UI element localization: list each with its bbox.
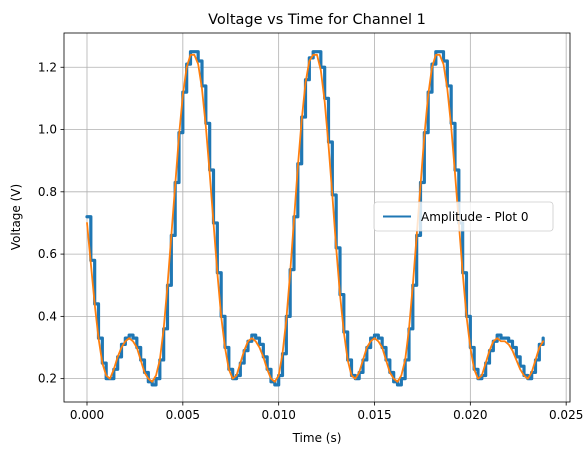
- axes-frame: [63, 32, 571, 403]
- y-tick-label: 1.0: [38, 123, 57, 137]
- x-tick-label: 0.010: [261, 408, 295, 422]
- x-tick-label: 0.025: [549, 408, 583, 422]
- x-tick-label: 0.000: [70, 408, 104, 422]
- x-axis-title: Time (s): [292, 431, 342, 445]
- y-axis-title: Voltage (V): [9, 184, 23, 250]
- chart-title: Voltage vs Time for Channel 1: [208, 12, 426, 28]
- grid-layer: [64, 33, 570, 402]
- tick-layer: 0.000 0.005 0.010 0.015 0.020 0.025 0.2 0.4 0.6 0…: [38, 60, 583, 422]
- series-line-1: [86, 53, 545, 383]
- x-tick-label: 0.015: [357, 408, 391, 422]
- legend-box: [373, 201, 554, 232]
- y-tick-label: 0.4: [38, 309, 57, 323]
- y-tick-label: 0.2: [38, 372, 57, 386]
- legend-label-amplitude: Amplitude - Plot 0: [421, 210, 529, 224]
- y-tick-label: 0.8: [38, 185, 57, 199]
- y-tick-label: 0.6: [38, 247, 57, 261]
- legend: Amplitude - Plot 0: [373, 201, 554, 232]
- y-tick-label: 1.2: [38, 60, 57, 74]
- series-layer: [85, 50, 545, 387]
- x-tick-label: 0.005: [166, 408, 200, 422]
- x-tick-label: 0.020: [453, 408, 487, 422]
